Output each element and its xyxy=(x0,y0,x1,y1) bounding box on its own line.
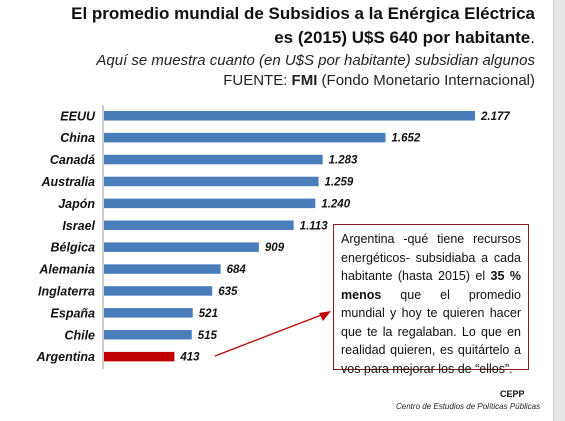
bar-chile xyxy=(104,330,192,340)
category-label-australia: Australia xyxy=(41,175,96,189)
bar-australia xyxy=(104,176,319,187)
value-label-israel: 1.113 xyxy=(300,220,329,232)
title-amount: es (2015) U$S 640 por habitante xyxy=(274,28,531,47)
bar-eeuu xyxy=(104,111,475,121)
category-label-chile: Chile xyxy=(64,328,95,342)
bar-inglaterra xyxy=(104,286,213,296)
annotation-box: Argentina -qué tiene recursos energético… xyxy=(333,224,529,376)
value-label-chile: 515 xyxy=(198,330,218,342)
value-label-china: 1.652 xyxy=(392,133,421,145)
bar-japon xyxy=(104,198,316,209)
category-label-espana: España xyxy=(51,306,96,320)
note-emphasis: 35 % menos xyxy=(341,269,521,302)
bar-alemania xyxy=(104,264,221,274)
source-fmi: FMI xyxy=(291,72,318,89)
bar-china xyxy=(104,132,386,143)
note-text-2: que el promedio mundial y hoy te quieren… xyxy=(341,287,521,376)
bar-espana xyxy=(104,308,193,318)
source-abbreviation: CEPP xyxy=(500,389,525,399)
category-label-argentina: Argentina xyxy=(36,350,95,364)
bar-argentina xyxy=(104,351,175,362)
source-desc: (Fondo Monetario Internacional) xyxy=(317,72,535,89)
bar-israel xyxy=(104,220,294,230)
value-label-inglaterra: 635 xyxy=(218,286,238,298)
title-period: . xyxy=(530,28,535,47)
window-edge xyxy=(553,0,565,421)
arrow-shaft xyxy=(214,313,325,357)
value-label-alemania: 684 xyxy=(227,264,247,276)
value-label-eeuu: 2.177 xyxy=(480,111,510,123)
value-label-australia: 1.259 xyxy=(325,176,354,188)
category-label-japon: Japón xyxy=(58,197,95,211)
note-text-1: Argentina -qué tiene recursos energético… xyxy=(341,232,521,283)
annotation-arrow xyxy=(214,311,331,357)
chart-subtitle: Aquí se muestra cuanto (en U$S por habit… xyxy=(96,52,535,69)
category-label-canada: Canadá xyxy=(50,153,95,167)
category-label-inglaterra: Inglaterra xyxy=(38,284,95,298)
value-label-canada: 1.283 xyxy=(329,155,358,167)
source-full-name: Centro de Estudios de Políticas Públicas xyxy=(396,402,541,411)
category-label-china: China xyxy=(60,131,95,145)
category-label-alemania: Alemania xyxy=(38,263,95,277)
value-label-belgica: 909 xyxy=(265,242,285,254)
category-label-israel: Israel xyxy=(62,219,95,233)
bar-belgica xyxy=(104,242,259,252)
category-label-belgica: Bélgica xyxy=(51,241,96,255)
source-prefix: FUENTE: xyxy=(223,72,292,89)
value-label-japon: 1.240 xyxy=(321,198,350,210)
chart-source-line: FUENTE: FMI (Fondo Monetario Internacion… xyxy=(223,72,535,89)
value-label-espana: 521 xyxy=(199,308,218,320)
chart-title-line-1: El promedio mundial de Subsidios a la En… xyxy=(71,4,535,23)
chart-title-line-2: es (2015) U$S 640 por habitante. xyxy=(274,28,535,48)
category-label-eeuu: EEUU xyxy=(60,109,96,123)
arrowhead xyxy=(319,311,331,321)
bar-canada xyxy=(104,154,323,165)
value-label-argentina: 413 xyxy=(179,352,200,364)
